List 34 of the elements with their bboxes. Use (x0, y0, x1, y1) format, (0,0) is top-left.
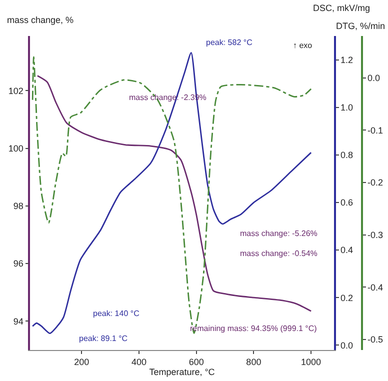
y2-tick-label: 0.6 (340, 198, 354, 208)
y2-tick-label: 0.4 (340, 245, 354, 256)
y-tick-label: 102 (8, 86, 24, 96)
y2-tick-label: 0.2 (340, 292, 354, 303)
y-tick-label: 94 (13, 316, 24, 326)
y-tick-label: 96 (13, 258, 24, 269)
x-tick-label: 1000 (301, 356, 322, 367)
annotation: peak: 89.1 °C (79, 334, 128, 343)
y2-axis-title: DSC, mkV/mg (313, 3, 370, 13)
x-axis-title: Temperature, °C (149, 366, 216, 377)
y-tick-label: 98 (13, 201, 24, 212)
y2-tick-label: 1.2 (340, 54, 354, 65)
y3-tick-label: -0.2 (368, 178, 384, 188)
y3-tick-label: -0.5 (368, 334, 384, 345)
x-tick-label: 800 (246, 356, 262, 367)
annotation: ↑ exo (293, 41, 313, 50)
y2-tick-label: 1.0 (340, 102, 354, 113)
y3-tick-label: 0.0 (368, 73, 380, 84)
x-tick-label: 200 (74, 356, 90, 367)
y-axis-title: mass change, % (7, 15, 74, 25)
x-tick-label: 400 (131, 356, 146, 367)
annotation: peak: 140 °C (93, 309, 140, 318)
annotation: remaining mass: 94.35% (999.1 °C) (190, 324, 318, 333)
y3-tick-label: -0.1 (368, 125, 384, 136)
y2-tick-label: 0.0 (340, 340, 354, 350)
y2-tick-label: 0.8 (340, 150, 354, 160)
annotation: mass change: -0.54% (240, 249, 318, 258)
y3-tick-label: -0.3 (368, 230, 384, 240)
y3-axis-title: DTG, %/min (336, 21, 386, 31)
x-tick-label: 600 (188, 356, 204, 367)
annotation: mass change: -5.26% (240, 229, 318, 238)
annotation: peak: 582 °C (206, 38, 253, 47)
y3-tick-label: -0.4 (368, 282, 384, 292)
y-tick-label: 100 (8, 144, 24, 154)
